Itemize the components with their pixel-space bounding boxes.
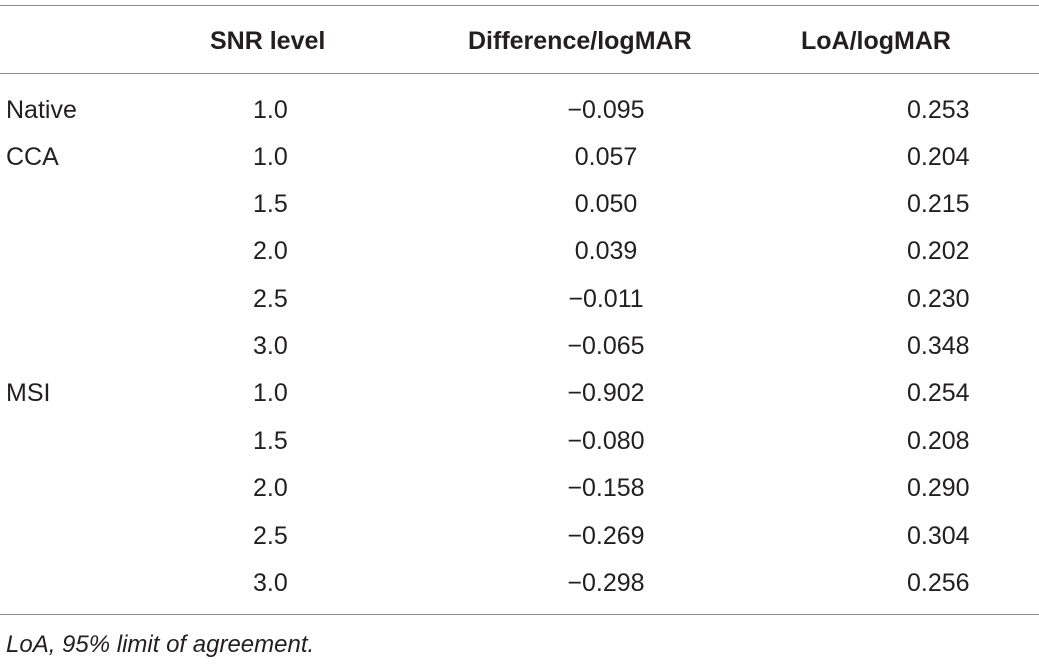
cell-snr-level: 1.0 — [253, 379, 288, 407]
cell-difference: 0.057 — [574, 143, 638, 171]
cell-difference: −0.095 — [567, 96, 645, 124]
cell-difference: −0.158 — [567, 474, 645, 502]
header-loa: LoA/logMAR — [801, 27, 951, 55]
cell-loa: 0.204 — [907, 143, 970, 171]
table-header-rule — [0, 73, 1039, 74]
cell-difference: −0.298 — [567, 569, 645, 597]
cell-loa: 0.304 — [907, 522, 970, 550]
table-row: 2.0 0.039 0.202 — [0, 236, 1039, 283]
cell-loa: 0.254 — [907, 379, 970, 407]
cell-loa: 0.253 — [907, 96, 970, 124]
cell-difference: −0.269 — [567, 522, 645, 550]
cell-group: MSI — [6, 379, 51, 407]
table-row: 1.5 0.050 0.215 — [0, 189, 1039, 236]
cell-loa: 0.348 — [907, 332, 970, 360]
cell-snr-level: 3.0 — [253, 332, 288, 360]
table-row: Native 1.0 −0.095 0.253 — [0, 95, 1039, 142]
cell-loa: 0.215 — [907, 190, 970, 218]
cell-snr-level: 1.0 — [253, 96, 288, 124]
header-difference: Difference/logMAR — [468, 27, 692, 55]
cell-snr-level: 2.5 — [253, 285, 288, 313]
table-row: 2.5 −0.011 0.230 — [0, 284, 1039, 331]
cell-difference: −0.065 — [567, 332, 645, 360]
table-top-rule — [0, 5, 1039, 6]
cell-snr-level: 2.0 — [253, 474, 288, 502]
cell-loa: 0.230 — [907, 285, 970, 313]
cell-loa: 0.208 — [907, 427, 970, 455]
table-row: CCA 1.0 0.057 0.204 — [0, 142, 1039, 189]
table-row: MSI 1.0 −0.902 0.254 — [0, 378, 1039, 425]
cell-difference: −0.011 — [568, 285, 644, 313]
table-bottom-rule — [0, 614, 1039, 615]
cell-snr-level: 2.0 — [253, 237, 288, 265]
cell-difference: −0.080 — [567, 427, 645, 455]
table-footnote: LoA, 95% limit of agreement. — [6, 631, 315, 658]
cell-snr-level: 1.0 — [253, 143, 288, 171]
cell-group: CCA — [6, 143, 59, 171]
cell-snr-level: 3.0 — [253, 569, 288, 597]
cell-difference: −0.902 — [567, 379, 645, 407]
cell-snr-level: 2.5 — [253, 522, 288, 550]
cell-snr-level: 1.5 — [253, 190, 288, 218]
table-row: 3.0 −0.298 0.256 — [0, 568, 1039, 615]
cell-difference: 0.050 — [574, 190, 638, 218]
table-row: 1.5 −0.080 0.208 — [0, 426, 1039, 473]
table-row: 3.0 −0.065 0.348 — [0, 331, 1039, 378]
cell-difference: 0.039 — [574, 237, 638, 265]
cell-loa: 0.202 — [907, 237, 970, 265]
header-snr-level: SNR level — [210, 27, 326, 55]
table-row: 2.0 −0.158 0.290 — [0, 473, 1039, 520]
cell-loa: 0.290 — [907, 474, 970, 502]
table-header-row: SNR level Difference/logMAR LoA/logMAR — [0, 26, 1039, 58]
cell-snr-level: 1.5 — [253, 427, 288, 455]
table-row: 2.5 −0.269 0.304 — [0, 521, 1039, 568]
cell-loa: 0.256 — [907, 569, 970, 597]
cell-group: Native — [6, 96, 77, 124]
